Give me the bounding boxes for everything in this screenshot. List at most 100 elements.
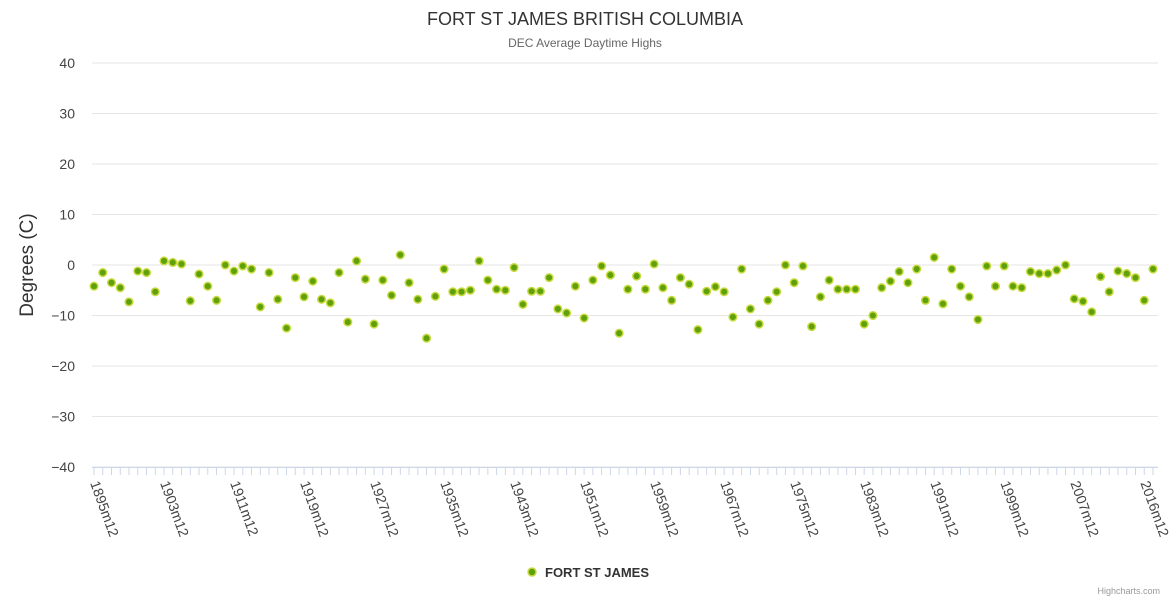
data-point[interactable]: [238, 261, 248, 271]
data-point[interactable]: [325, 298, 335, 308]
data-point[interactable]: [684, 279, 694, 289]
data-point[interactable]: [141, 268, 152, 278]
data-point[interactable]: [1052, 265, 1062, 275]
data-point[interactable]: [658, 283, 668, 293]
data-point[interactable]: [352, 256, 362, 266]
data-point[interactable]: [850, 284, 860, 294]
data-point[interactable]: [842, 284, 852, 294]
data-point[interactable]: [317, 294, 327, 304]
data-point[interactable]: [500, 285, 510, 295]
data-point[interactable]: [728, 312, 738, 322]
data-point[interactable]: [894, 267, 904, 277]
data-point[interactable]: [693, 325, 703, 335]
data-point[interactable]: [404, 278, 414, 288]
data-point[interactable]: [929, 252, 939, 262]
data-point[interactable]: [483, 275, 493, 285]
data-point[interactable]: [308, 276, 318, 286]
data-point[interactable]: [999, 261, 1009, 271]
data-point[interactable]: [789, 278, 799, 288]
data-point[interactable]: [448, 287, 458, 297]
data-point[interactable]: [990, 281, 1001, 291]
data-point[interactable]: [798, 261, 808, 271]
data-point[interactable]: [1017, 283, 1027, 293]
data-point[interactable]: [903, 278, 913, 288]
data-point[interactable]: [124, 297, 134, 307]
data-point[interactable]: [106, 278, 117, 288]
data-point[interactable]: [772, 287, 782, 297]
legend-marker[interactable]: [527, 567, 537, 577]
data-point[interactable]: [877, 283, 887, 293]
data-point[interactable]: [1043, 269, 1053, 279]
data-point[interactable]: [360, 274, 370, 284]
data-point[interactable]: [1122, 269, 1132, 279]
data-point[interactable]: [465, 285, 475, 295]
data-point[interactable]: [964, 292, 974, 302]
data-point[interactable]: [273, 294, 283, 304]
data-point[interactable]: [290, 273, 300, 283]
data-point[interactable]: [439, 264, 449, 274]
data-point[interactable]: [675, 273, 685, 283]
data-point[interactable]: [343, 317, 353, 327]
data-point[interactable]: [457, 287, 467, 297]
data-point[interactable]: [614, 328, 624, 338]
data-point[interactable]: [369, 319, 379, 329]
data-point[interactable]: [220, 260, 230, 270]
data-point[interactable]: [719, 287, 729, 297]
data-point[interactable]: [98, 268, 108, 278]
data-point[interactable]: [264, 268, 274, 278]
data-point[interactable]: [745, 304, 755, 314]
data-point[interactable]: [1095, 272, 1106, 282]
data-point[interactable]: [395, 250, 405, 260]
data-point[interactable]: [824, 275, 834, 285]
data-point[interactable]: [1025, 267, 1036, 277]
data-point[interactable]: [1113, 266, 1123, 276]
data-point[interactable]: [912, 264, 922, 274]
data-point[interactable]: [1130, 273, 1141, 283]
data-point[interactable]: [807, 322, 817, 332]
data-point[interactable]: [133, 266, 143, 276]
data-point[interactable]: [955, 281, 966, 291]
data-point[interactable]: [982, 261, 992, 271]
data-point[interactable]: [535, 286, 545, 296]
data-point[interactable]: [150, 287, 160, 297]
data-point[interactable]: [780, 260, 790, 270]
data-point[interactable]: [920, 295, 930, 305]
data-point[interactable]: [1069, 294, 1079, 304]
data-point[interactable]: [422, 333, 432, 343]
data-point[interactable]: [387, 290, 397, 300]
data-point[interactable]: [763, 295, 773, 305]
data-point[interactable]: [938, 299, 948, 309]
data-point[interactable]: [1034, 269, 1044, 279]
data-point[interactable]: [1078, 296, 1088, 306]
legend-item-fort-st-james[interactable]: FORT ST JAMES: [545, 565, 649, 580]
data-point[interactable]: [115, 283, 125, 293]
legend[interactable]: FORT ST JAMES: [527, 565, 649, 580]
data-point[interactable]: [815, 292, 825, 302]
data-point[interactable]: [474, 256, 484, 266]
data-point[interactable]: [1008, 281, 1018, 291]
data-point[interactable]: [667, 295, 677, 305]
data-point[interactable]: [378, 275, 388, 285]
data-point[interactable]: [947, 264, 957, 274]
data-point[interactable]: [203, 281, 213, 291]
data-point[interactable]: [1148, 264, 1158, 274]
data-point[interactable]: [710, 282, 720, 292]
data-point[interactable]: [281, 323, 292, 333]
data-point[interactable]: [973, 314, 983, 325]
data-point[interactable]: [334, 268, 344, 278]
data-point[interactable]: [492, 284, 502, 294]
data-point[interactable]: [1104, 287, 1114, 297]
data-point[interactable]: [509, 262, 519, 273]
data-point[interactable]: [194, 269, 204, 279]
data-point[interactable]: [246, 264, 257, 274]
data-point[interactable]: [299, 292, 309, 302]
data-point[interactable]: [544, 273, 554, 283]
data-point[interactable]: [229, 266, 239, 276]
data-point[interactable]: [570, 281, 580, 291]
data-point[interactable]: [159, 256, 169, 266]
data-point[interactable]: [737, 264, 747, 274]
data-point[interactable]: [754, 319, 764, 329]
data-point[interactable]: [588, 275, 598, 285]
data-point[interactable]: [89, 281, 99, 291]
data-point[interactable]: [1087, 307, 1097, 317]
